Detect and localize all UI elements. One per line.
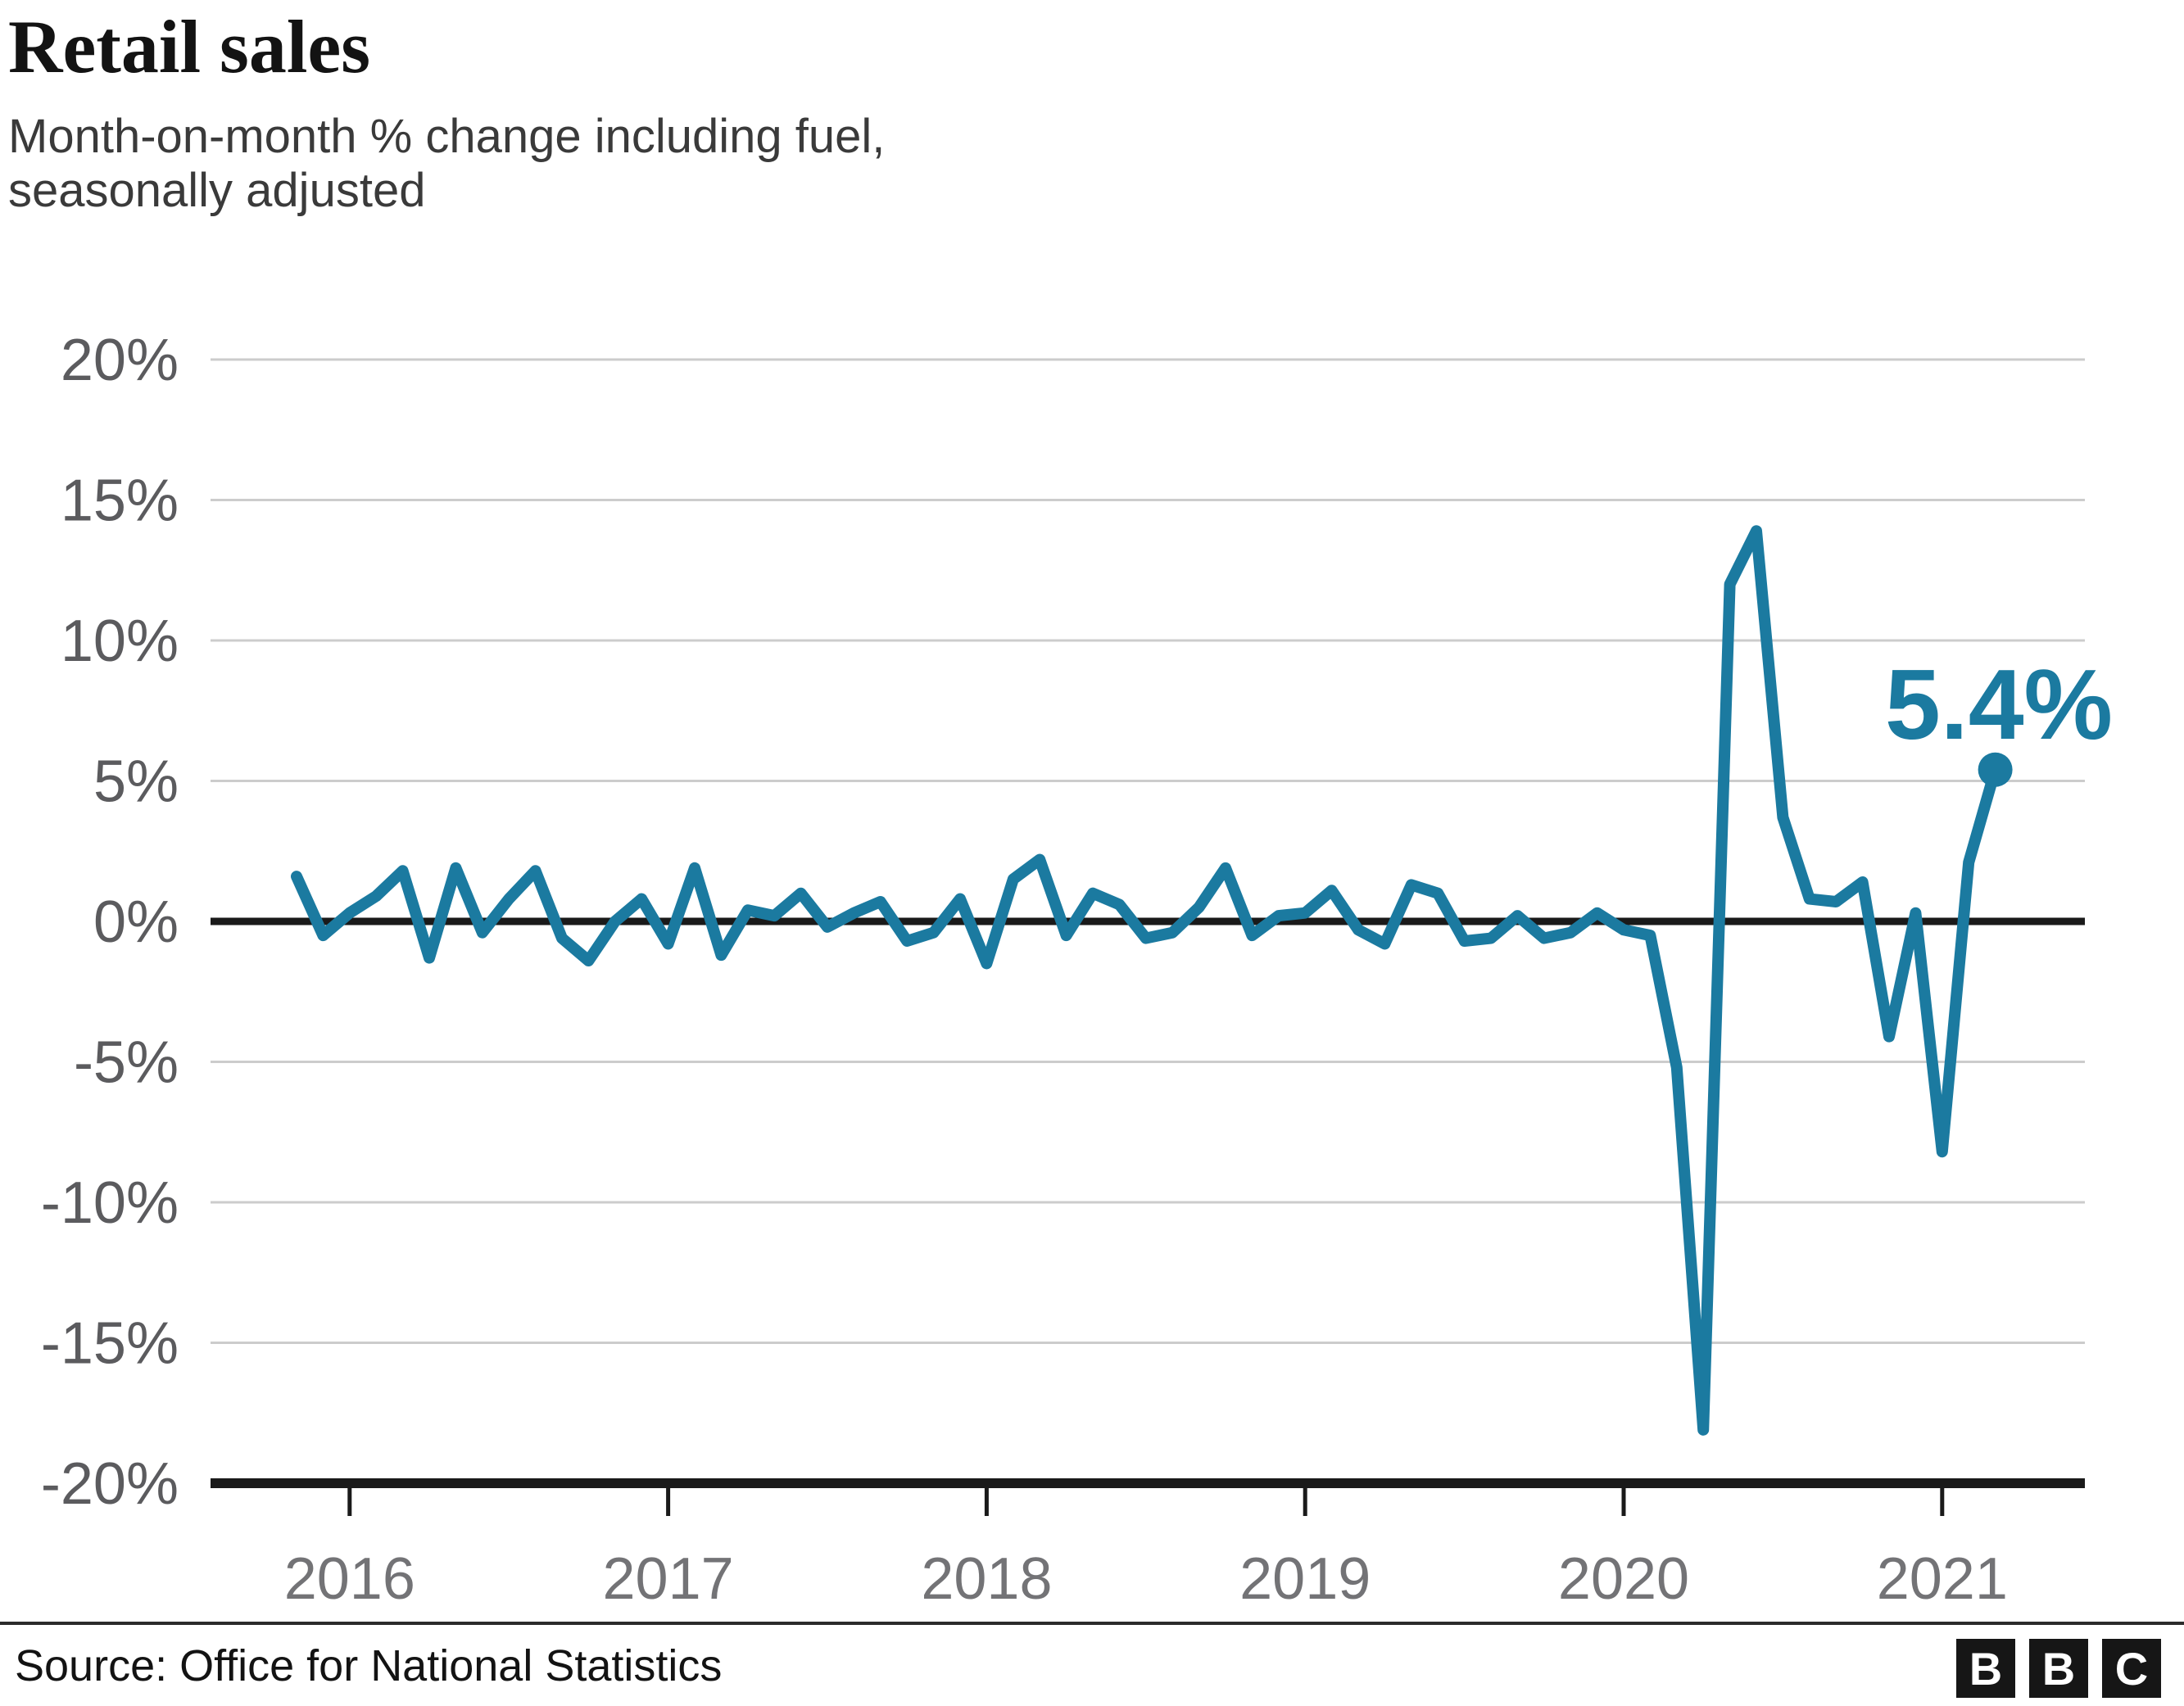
bbc-logo-block bbox=[2029, 1639, 2088, 1698]
page-title: Retail sales bbox=[8, 5, 370, 88]
x-tick-label: 2016 bbox=[284, 1546, 415, 1612]
x-tick-label: 2020 bbox=[1558, 1546, 1689, 1612]
retail-sales-line bbox=[291, 525, 2001, 1436]
x-tick-label: 2017 bbox=[603, 1546, 734, 1612]
y-tick-label: -20% bbox=[41, 1451, 179, 1517]
x-tick-label: 2019 bbox=[1239, 1546, 1371, 1612]
latest-value-label: 5.4% bbox=[1885, 649, 2113, 760]
y-tick-label: -5% bbox=[74, 1030, 179, 1096]
y-tick-label: 20% bbox=[61, 328, 179, 393]
bbc-logo-letter: C bbox=[2115, 1643, 2148, 1695]
source-credit: Source: Office for National Statistics bbox=[15, 1641, 722, 1690]
x-tick-label: 2018 bbox=[921, 1546, 1052, 1612]
y-tick-label: -10% bbox=[41, 1170, 179, 1236]
bbc-logo-letter: B bbox=[1969, 1643, 2002, 1695]
y-tick-label: -15% bbox=[41, 1311, 179, 1377]
y-tick-label: 10% bbox=[61, 609, 179, 674]
bbc-logo-letter: B bbox=[2042, 1643, 2075, 1695]
gridlines bbox=[211, 358, 2085, 1488]
chart-subtitle-line1: Month-on-month % change including fuel, bbox=[8, 110, 885, 163]
chart-subtitle-line2: seasonally adjusted bbox=[8, 164, 425, 217]
bbc-logo-block bbox=[1956, 1639, 2015, 1698]
x-axis: 2016 2017 2018 2019 2020 2021 bbox=[284, 1488, 2008, 1612]
y-tick-label: 0% bbox=[93, 889, 179, 955]
y-tick-label: 15% bbox=[61, 468, 179, 534]
latest-point-marker bbox=[1978, 752, 2013, 787]
bbc-logo-block bbox=[2102, 1639, 2161, 1698]
y-tick-label: 5% bbox=[93, 749, 179, 815]
y-axis-labels: 20% 15% 10% 5% 0% -5% -10% -15% -20% bbox=[41, 328, 179, 1517]
x-tick-label: 2021 bbox=[1877, 1546, 2008, 1612]
